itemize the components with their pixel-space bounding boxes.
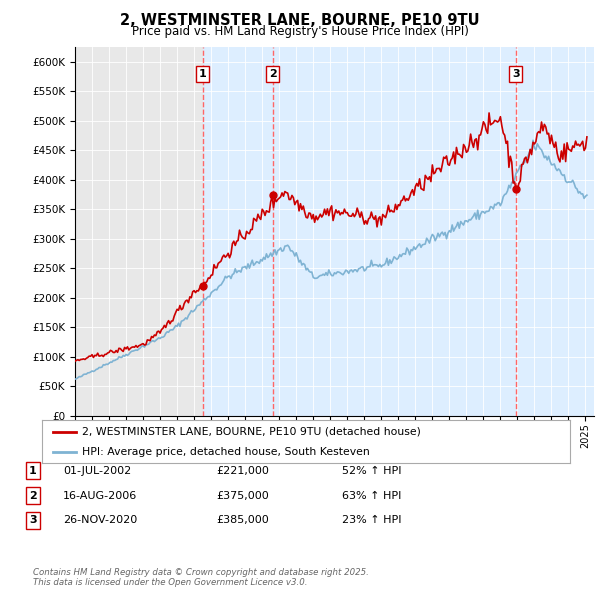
- Text: 1: 1: [29, 466, 37, 476]
- Text: 2: 2: [29, 491, 37, 500]
- Text: 2, WESTMINSTER LANE, BOURNE, PE10 9TU: 2, WESTMINSTER LANE, BOURNE, PE10 9TU: [120, 13, 480, 28]
- Bar: [516, 47, 600, 416]
- Text: 63% ↑ HPI: 63% ↑ HPI: [342, 491, 401, 500]
- Bar: [203, 47, 273, 416]
- Text: 2: 2: [269, 69, 277, 78]
- Text: 23% ↑ HPI: 23% ↑ HPI: [342, 516, 401, 525]
- Text: 1: 1: [199, 69, 206, 78]
- Text: 52% ↑ HPI: 52% ↑ HPI: [342, 466, 401, 476]
- Text: 3: 3: [29, 516, 37, 525]
- Text: Price paid vs. HM Land Registry's House Price Index (HPI): Price paid vs. HM Land Registry's House …: [131, 25, 469, 38]
- Text: 16-AUG-2006: 16-AUG-2006: [63, 491, 137, 500]
- Text: 3: 3: [512, 69, 520, 78]
- Text: £375,000: £375,000: [216, 491, 269, 500]
- Text: 01-JUL-2002: 01-JUL-2002: [63, 466, 131, 476]
- Bar: [273, 47, 516, 416]
- Text: 2, WESTMINSTER LANE, BOURNE, PE10 9TU (detached house): 2, WESTMINSTER LANE, BOURNE, PE10 9TU (d…: [82, 427, 421, 437]
- Text: £221,000: £221,000: [216, 466, 269, 476]
- Text: Contains HM Land Registry data © Crown copyright and database right 2025.
This d: Contains HM Land Registry data © Crown c…: [33, 568, 369, 587]
- Text: £385,000: £385,000: [216, 516, 269, 525]
- Text: HPI: Average price, detached house, South Kesteven: HPI: Average price, detached house, Sout…: [82, 447, 370, 457]
- Text: 26-NOV-2020: 26-NOV-2020: [63, 516, 137, 525]
